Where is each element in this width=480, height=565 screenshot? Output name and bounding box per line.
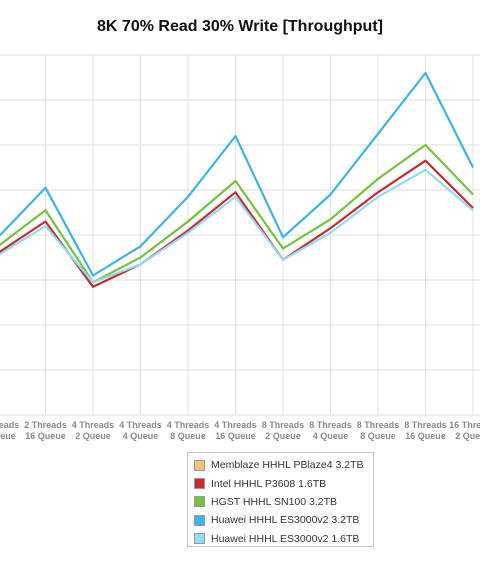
legend-label: Huawei HHHL ES3000v2 1.6TB bbox=[211, 532, 360, 545]
series-line bbox=[0, 143, 474, 284]
x-tick-label: 8 Threads bbox=[404, 420, 447, 430]
x-tick-label: 16 Queue bbox=[25, 431, 66, 441]
x-tick-label: 2 Threads bbox=[24, 420, 67, 430]
x-tick-label: 4 Threads bbox=[119, 420, 162, 430]
x-tick-label: 8 Queue bbox=[360, 431, 396, 441]
x-tick-label: 8 Threads bbox=[309, 420, 352, 430]
legend-label: Memblaze HHHL PBlaze4 3.2TB bbox=[211, 459, 364, 472]
legend-swatch bbox=[194, 459, 205, 471]
x-tick-label: 2 Queue bbox=[455, 431, 480, 441]
legend-item: Huawei HHHL ES3000v2 3.2TB bbox=[194, 511, 373, 529]
x-tick-label: 16 Queue bbox=[215, 431, 256, 441]
x-tick-label: 2 Queue bbox=[265, 431, 301, 441]
legend-swatch bbox=[194, 533, 205, 545]
series-line bbox=[0, 159, 474, 288]
x-tick-label: 8 Queue bbox=[170, 431, 206, 441]
legend-swatch bbox=[194, 514, 205, 526]
x-tick-label: 8 Queue bbox=[0, 431, 16, 441]
x-tick-label: 2 Threads bbox=[0, 420, 19, 430]
grid-lines bbox=[0, 54, 480, 416]
x-tick-label: 16 Queue bbox=[405, 431, 446, 441]
x-tick-label: 4 Threads bbox=[72, 420, 115, 430]
legend-swatch bbox=[194, 496, 205, 508]
legend-label: Intel HHHL P3608 1.6TB bbox=[211, 477, 327, 490]
legend-label: HGST HHHL SN100 3.2TB bbox=[211, 495, 338, 508]
x-tick-label: 8 Threads bbox=[262, 420, 305, 430]
legend-swatch bbox=[194, 478, 205, 490]
series-lines bbox=[0, 71, 474, 288]
chart-title: 8K 70% Read 30% Write [Throughput] bbox=[97, 18, 383, 35]
legend-item: Memblaze HHHL PBlaze4 3.2TB bbox=[194, 456, 373, 474]
x-tick-label: 8 Threads bbox=[357, 420, 400, 430]
x-tick-label: 16 Threads bbox=[449, 420, 480, 430]
legend-item: Intel HHHL P3608 1.6TB bbox=[194, 474, 373, 492]
legend-item: HGST HHHL SN100 3.2TB bbox=[194, 493, 373, 511]
legend-item: Huawei HHHL ES3000v2 1.6TB bbox=[194, 530, 373, 548]
legend: Memblaze HHHL PBlaze4 3.2TB Intel HHHL P3… bbox=[187, 452, 374, 547]
x-tick-label: 4 Queue bbox=[123, 431, 159, 441]
x-tick-label: 4 Threads bbox=[167, 420, 210, 430]
x-tick-label: 2 Queue bbox=[75, 431, 111, 441]
x-tick-label: 4 Queue bbox=[313, 431, 349, 441]
series-line bbox=[0, 168, 474, 284]
series-line bbox=[0, 71, 474, 277]
legend-label: Huawei HHHL ES3000v2 3.2TB bbox=[211, 514, 360, 527]
x-tick-label: 4 Threads bbox=[214, 420, 257, 430]
